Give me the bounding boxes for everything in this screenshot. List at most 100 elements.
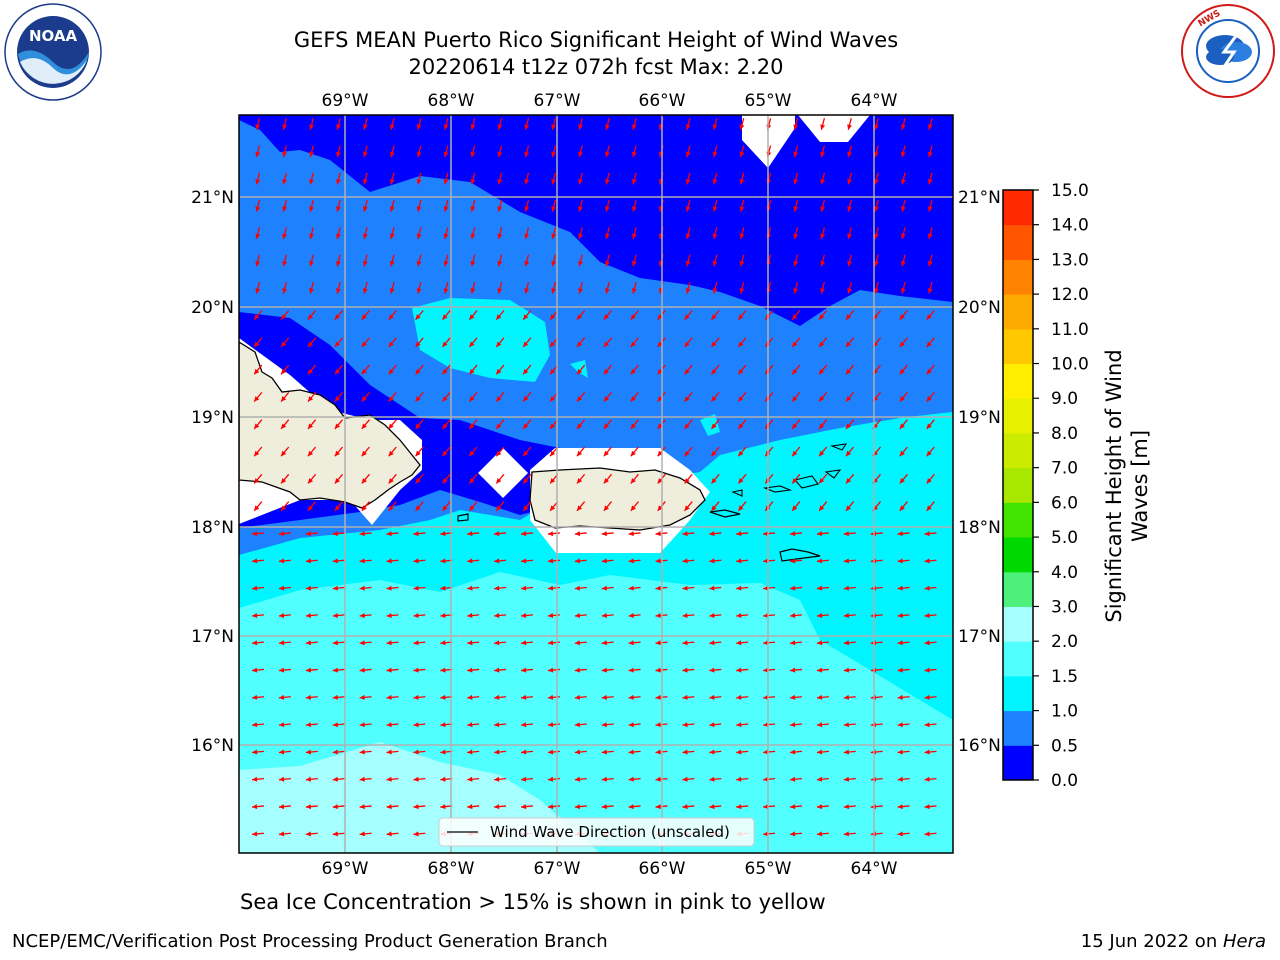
wave-direction-arrowhead [682,667,688,673]
wave-direction-arrowhead [819,423,825,429]
wave-direction-arrowhead [682,722,688,728]
wave-direction-arrowhead [926,396,932,402]
wave-direction-arrowhead [443,260,449,267]
wave-direction-arrowhead [601,585,607,591]
wave-direction-arrowhead [413,531,419,537]
wave-direction-arrowhead [469,450,475,457]
wave-direction-arrowhead [843,804,850,810]
wave-direction-arrowhead [521,531,527,537]
wave-direction-arrowhead [282,124,288,130]
wave-direction-arrowhead [631,178,637,185]
wave-direction-arrowhead [467,558,473,564]
colorbar-tick-label: 4.0 [1051,563,1078,583]
wave-direction-arrowhead [605,206,610,212]
wave-direction-arrowhead [874,206,879,212]
wave-direction-arrowhead [494,640,500,646]
colorbar-tick-label: 13.0 [1051,250,1089,270]
wave-direction-arrowhead [359,585,365,591]
wave-direction-arrowhead [362,178,368,185]
wave-direction-arrowhead [657,478,663,484]
wave-direction-arrowhead [252,694,258,700]
wave-direction-arrowhead [603,396,609,402]
wave-direction-arrowhead [847,206,852,212]
wave-direction-arrowhead [739,178,745,185]
wave-direction-arrowhead [816,722,823,728]
wave-direction-arrowhead [712,206,718,212]
wave-direction-arrowhead [305,613,312,618]
wave-direction-arrowhead [628,558,634,564]
wave-direction-arrowhead [389,288,395,294]
wave-direction-arrowhead [685,233,691,240]
wave-direction-arrowhead [711,478,717,484]
wave-direction-arrowhead [334,341,340,348]
wave-direction-arrowhead [899,314,905,320]
wave-direction-arrowhead [682,640,688,646]
wave-direction-arrowhead [386,722,392,728]
colorbar-swatch [1003,641,1033,677]
wave-direction-arrowhead [711,505,717,511]
wave-direction-arrowhead [281,478,287,484]
wave-direction-arrowhead [496,423,502,429]
wave-direction-arrowhead [416,233,422,240]
wave-direction-arrowhead [305,722,312,728]
wave-direction-arrowhead [362,233,368,240]
wave-direction-arrowhead [252,558,258,564]
wave-direction-arrowhead [601,640,607,646]
wave-direction-arrowhead [309,260,314,267]
colorbar-swatch [1003,224,1033,260]
wave-direction-arrowhead [497,260,503,267]
wave-direction-arrowhead [307,341,314,348]
wave-direction-arrowhead [523,341,529,348]
wave-direction-arrowhead [278,640,285,646]
wave-direction-arrowhead [790,749,796,755]
wave-direction-arrowhead [442,423,448,429]
wave-direction-arrowhead [899,368,905,375]
wave-direction-arrowhead [926,368,932,375]
wave-direction-arrowhead [252,804,258,810]
wave-direction-arrowhead [336,288,341,294]
wave-direction-arrowhead [605,260,610,267]
wave-direction-arrowhead [278,558,285,564]
wave-direction-arrowhead [332,804,338,810]
wave-direction-arrowhead [413,613,419,618]
wave-direction-arrowhead [252,585,258,591]
wave-direction-arrowhead [550,450,556,457]
wave-direction-arrowhead [763,722,769,728]
wave-direction-arrowhead [469,505,475,511]
wave-direction-arrowhead [736,776,742,782]
wave-direction-arrowhead [682,585,688,591]
wave-direction-arrowhead [551,151,557,158]
wave-direction-arrowhead [413,667,419,673]
wave-direction-arrowhead [443,151,449,158]
wave-direction-arrowhead [843,722,850,728]
wave-direction-arrowhead [657,368,663,375]
wave-direction-arrowhead [631,124,637,130]
wave-direction-arrowhead [927,288,933,294]
wave-direction-arrowhead [845,450,852,457]
wave-direction-arrowhead [738,478,744,484]
wave-direction-arrowhead [524,178,530,185]
wave-direction-arrowhead [523,368,529,375]
wave-direction-arrowhead [551,288,557,294]
lon-label-top: 65°W [745,91,792,111]
wave-direction-arrowhead [470,260,476,267]
wave-direction-arrowhead [440,694,446,700]
wave-direction-arrowhead [359,749,365,755]
wave-direction-arrowhead [307,368,314,375]
wave-direction-arrowhead [576,450,583,457]
wave-direction-arrowhead [578,233,583,240]
wave-direction-arrowhead [793,206,799,212]
wave-direction-arrowhead [281,505,287,511]
wave-direction-arrowhead [442,368,448,375]
wave-direction-arrowhead [413,831,419,837]
wave-direction-arrowhead [415,478,421,484]
wave-direction-arrowhead [254,341,260,348]
wave-direction-arrowhead [442,505,448,511]
wave-direction-arrowhead [386,776,392,782]
wave-direction-arrowhead [736,804,742,810]
lat-label-left: 18°N [191,518,234,538]
wave-direction-arrowhead [684,314,690,320]
wave-direction-arrowhead [736,694,742,700]
wave-direction-arrowhead [820,124,826,130]
wave-direction-arrowhead [924,722,930,728]
